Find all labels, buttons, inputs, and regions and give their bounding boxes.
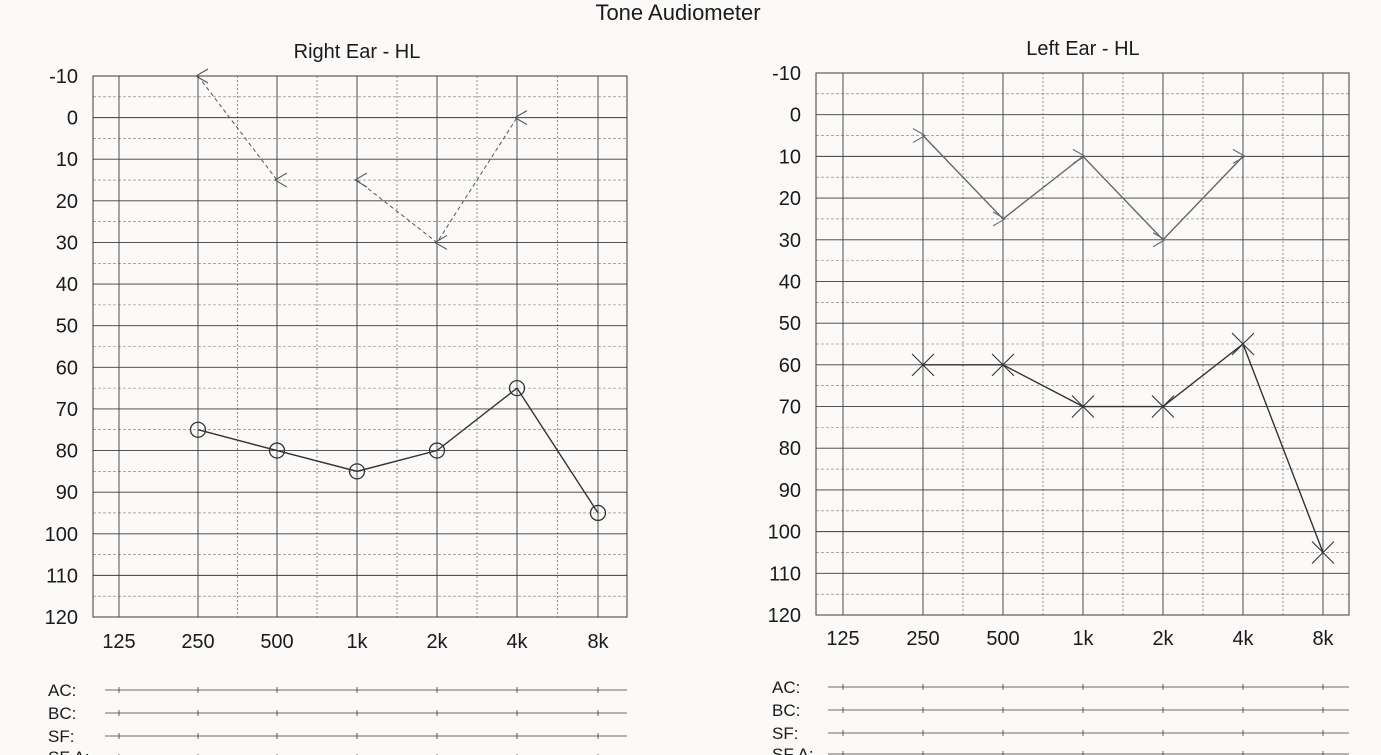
- data-point-circle: [589, 504, 607, 522]
- y-tick-label: 120: [768, 605, 801, 627]
- y-tick-label: 50: [779, 313, 801, 335]
- left-ear-chart: Left Ear - HL -10 0 10 20 30 40 50 60 70 80 90 100 11…: [768, 38, 1350, 650]
- y-tick-label: 0: [790, 105, 801, 127]
- chart-title: Left Ear - HL: [1026, 38, 1139, 60]
- data-point-cross: [1311, 541, 1335, 564]
- y-tick-label: 80: [56, 441, 78, 463]
- main-title: Tone Audiometer: [595, 0, 761, 25]
- right-ear-chart: Right Ear - HL -10 0 10 20 30 40 50 60 70 80 90 100 1…: [45, 41, 628, 653]
- y-tick-label: 0: [67, 108, 78, 130]
- x-tick-label: 8k: [1312, 628, 1334, 650]
- y-tick-label: 60: [56, 357, 78, 379]
- series-line: [356, 117, 518, 244]
- x-tick-label: 250: [181, 631, 214, 653]
- data-point-circle: [508, 379, 526, 397]
- y-tick-label: 100: [45, 524, 78, 546]
- strip-label: SF:: [48, 727, 74, 746]
- data-point-less-than: [513, 110, 528, 126]
- series-line: [923, 342, 1324, 553]
- data-point-less-than: [433, 234, 448, 250]
- strip-label: SF:: [772, 724, 798, 743]
- series-greater-than: [912, 128, 1247, 248]
- data-point-less-than: [353, 172, 368, 188]
- x-tick-label: 2k: [1152, 628, 1174, 650]
- x-tick-label: 1k: [1072, 628, 1094, 650]
- strip-label: BC:: [772, 701, 800, 720]
- data-point-greater-than: [1152, 232, 1167, 248]
- y-tick-label: -10: [772, 63, 801, 85]
- y-tick-label: 110: [46, 565, 78, 587]
- x-tick-label: 4k: [506, 631, 528, 653]
- y-tick-label: 90: [779, 480, 801, 502]
- data-point-circle: [348, 463, 366, 480]
- strip-label: AC:: [48, 681, 76, 700]
- y-tick-label: 70: [56, 399, 78, 421]
- strip-label: SF A:: [48, 748, 90, 755]
- data-point-cross: [1151, 395, 1175, 418]
- series-less-than: [194, 68, 528, 250]
- data-point-less-than: [194, 68, 209, 84]
- x-tick-label: 4k: [1232, 628, 1254, 650]
- x-tick-label: 2k: [426, 631, 448, 653]
- y-tick-label: 110: [769, 563, 801, 585]
- x-tick-label: 8k: [587, 631, 609, 653]
- y-tick-label: 100: [768, 522, 801, 544]
- series-line: [197, 75, 278, 181]
- y-tick-label: 80: [779, 438, 801, 460]
- series-line: [922, 135, 1244, 241]
- y-tick-label: 40: [56, 274, 78, 296]
- data-point-greater-than: [992, 211, 1007, 227]
- y-tick-label: 10: [779, 146, 801, 168]
- series-circle: [189, 379, 607, 522]
- plot-border: [815, 72, 1350, 616]
- y-tick-label: -10: [49, 66, 78, 88]
- series-line: [197, 387, 599, 514]
- y-tick-label: 20: [56, 191, 78, 213]
- x-tick-label: 500: [986, 628, 1019, 650]
- y-tick-label: 20: [779, 188, 801, 210]
- y-tick-label: 30: [779, 230, 801, 252]
- data-point-cross: [1071, 395, 1095, 418]
- x-tick-label: 500: [260, 631, 293, 653]
- right-ear-strip: AC: BC: SF: SF A:: [48, 681, 627, 755]
- series-cross: [911, 332, 1335, 564]
- strip-label: SF A:: [772, 745, 814, 755]
- y-tick-label: 70: [779, 397, 801, 419]
- y-tick-label: 60: [779, 355, 801, 377]
- strip-label: AC:: [772, 678, 800, 697]
- data-point-cross: [991, 353, 1015, 377]
- data-point-circle: [268, 442, 286, 459]
- data-point-greater-than: [1232, 148, 1247, 164]
- data-point-greater-than: [912, 128, 927, 144]
- plot-border: [92, 75, 628, 618]
- chart-title: Right Ear - HL: [294, 41, 421, 63]
- data-point-circle: [189, 421, 207, 438]
- data-point-less-than: [273, 172, 288, 188]
- x-tick-label: 125: [102, 631, 135, 653]
- strip-label: BC:: [48, 704, 76, 723]
- left-ear-strip: AC: BC: SF: SF A:: [772, 678, 1349, 755]
- y-tick-label: 50: [56, 316, 78, 338]
- y-tick-label: 40: [779, 271, 801, 293]
- data-point-cross: [911, 353, 935, 377]
- y-tick-label: 90: [56, 482, 78, 504]
- y-tick-label: 10: [56, 149, 78, 171]
- data-point-circle: [428, 442, 446, 459]
- x-tick-label: 250: [906, 628, 939, 650]
- data-point-cross: [1231, 332, 1255, 356]
- x-tick-label: 125: [826, 628, 859, 650]
- x-tick-label: 1k: [346, 631, 368, 653]
- y-tick-label: 120: [45, 607, 78, 629]
- data-point-greater-than: [1072, 148, 1087, 164]
- y-tick-label: 30: [56, 232, 78, 254]
